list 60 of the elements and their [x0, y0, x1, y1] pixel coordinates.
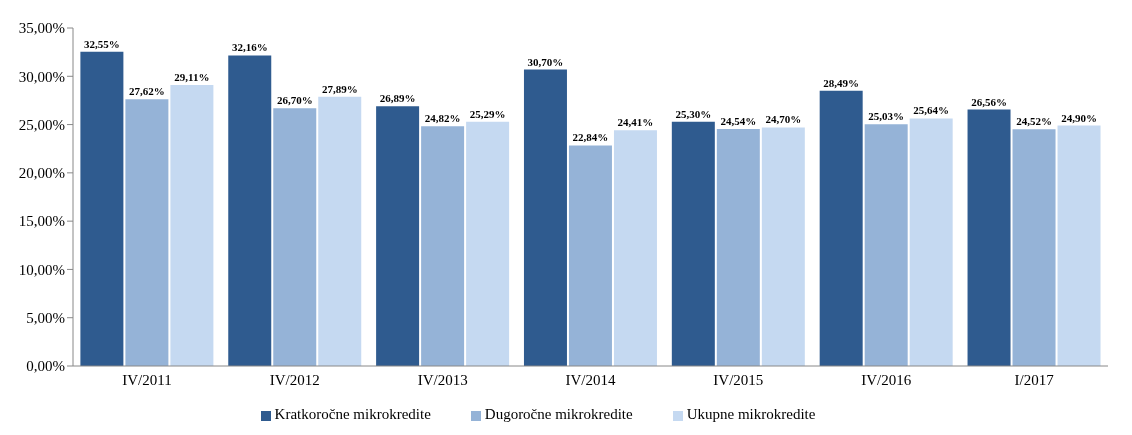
y-tick-label: 20,00% [18, 165, 65, 182]
data-label: 24,90% [1061, 111, 1097, 124]
x-tick-label: IV/2011 [122, 371, 172, 388]
legend-label: Ukupne mikrokredite [686, 406, 816, 422]
data-label: 26,70% [276, 94, 313, 107]
y-tick-label: 25,00% [18, 116, 65, 133]
bar [671, 121, 715, 366]
data-label: 32,16% [231, 41, 268, 54]
bar [523, 69, 567, 366]
y-tick-label: 35,00% [18, 20, 65, 37]
bar [170, 84, 214, 366]
data-label: 26,56% [971, 95, 1007, 108]
data-label: 25,03% [868, 110, 905, 123]
data-label: 32,55% [84, 37, 120, 50]
bar [819, 90, 863, 366]
x-tick-label: IV/2013 [417, 371, 468, 388]
legend-label: Dugoročne mikrokredite [484, 406, 633, 422]
data-label: 28,49% [823, 76, 860, 89]
data-label: 24,70% [765, 113, 802, 126]
y-tick-label: 15,00% [18, 213, 65, 230]
bar [568, 145, 612, 366]
bar [125, 99, 169, 366]
y-tick-label: 0,00% [26, 358, 65, 375]
bar [228, 55, 272, 366]
data-label: 22,84% [572, 131, 609, 144]
data-label: 27,89% [321, 82, 358, 95]
data-label: 24,52% [1016, 115, 1052, 128]
data-label: 25,64% [913, 104, 950, 117]
bar [376, 106, 420, 366]
bar [1012, 129, 1056, 366]
data-label: 29,11% [174, 70, 210, 83]
data-label: 24,82% [424, 112, 461, 125]
x-tick-label: I/2017 [1014, 371, 1055, 388]
bar [1057, 125, 1101, 366]
data-label: 26,89% [379, 92, 416, 105]
bar [80, 51, 124, 366]
x-tick-label: IV/2016 [861, 371, 912, 388]
data-label: 24,54% [720, 115, 757, 128]
bar [273, 108, 317, 366]
data-label: 25,30% [675, 107, 712, 120]
data-label: 30,70% [527, 55, 564, 68]
data-label: 27,62% [129, 85, 165, 98]
bar [967, 109, 1011, 366]
bar [716, 129, 760, 366]
bar [466, 121, 510, 366]
bar [613, 130, 657, 366]
bar [318, 96, 362, 366]
bar [421, 126, 465, 366]
bar [761, 127, 805, 366]
y-tick-label: 30,00% [18, 68, 65, 85]
y-tick-label: 10,00% [18, 261, 65, 278]
data-label: 25,29% [469, 107, 506, 120]
x-tick-label: IV/2012 [269, 371, 320, 388]
bar [864, 124, 908, 366]
x-tick-label: IV/2014 [565, 371, 616, 388]
x-tick-label: IV/2015 [713, 371, 764, 388]
data-label: 24,41% [617, 116, 654, 129]
bar [909, 118, 953, 366]
legend-label: Kratkoročne mikrokredite [274, 406, 431, 422]
y-tick-label: 5,00% [26, 310, 65, 327]
